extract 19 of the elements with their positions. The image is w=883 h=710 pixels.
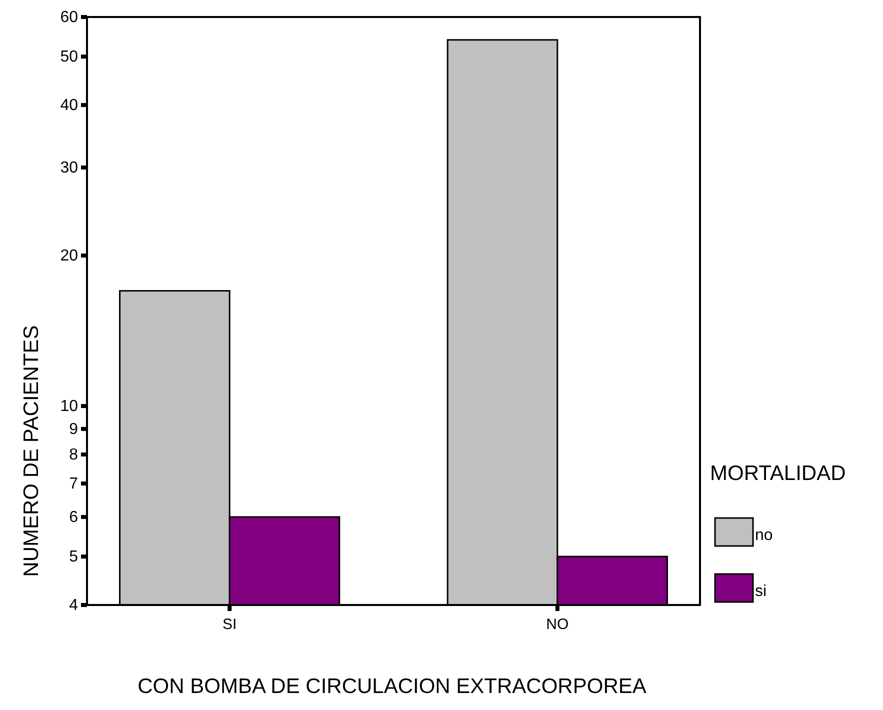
x-tick-label: SI — [222, 616, 237, 633]
y-tick-label: 50 — [60, 48, 78, 66]
legend-label: si — [755, 583, 767, 600]
y-tick-label: 7 — [69, 476, 78, 493]
y-tick-label: 20 — [60, 248, 78, 265]
y-axis-title: NUMERO DE PACIENTES — [20, 325, 43, 577]
y-tick-label: 10 — [60, 398, 78, 416]
y-tick-label: 4 — [69, 597, 78, 614]
y-tick-label: 30 — [60, 160, 78, 177]
y-tick-label: 40 — [60, 97, 78, 114]
x-tick-label: NO — [546, 616, 569, 633]
legend-label: no — [755, 527, 773, 544]
y-tick-label: 60 — [60, 9, 78, 26]
x-axis-title: CON BOMBA DE CIRCULACION EXTRACORPOREA — [138, 675, 646, 698]
y-tick-label: 6 — [69, 509, 78, 526]
y-tick-label: 5 — [69, 548, 78, 566]
legend-title: MORTALIDAD — [710, 462, 846, 485]
y-tick-label: 8 — [69, 446, 78, 464]
y-tick-label: 9 — [69, 421, 78, 438]
